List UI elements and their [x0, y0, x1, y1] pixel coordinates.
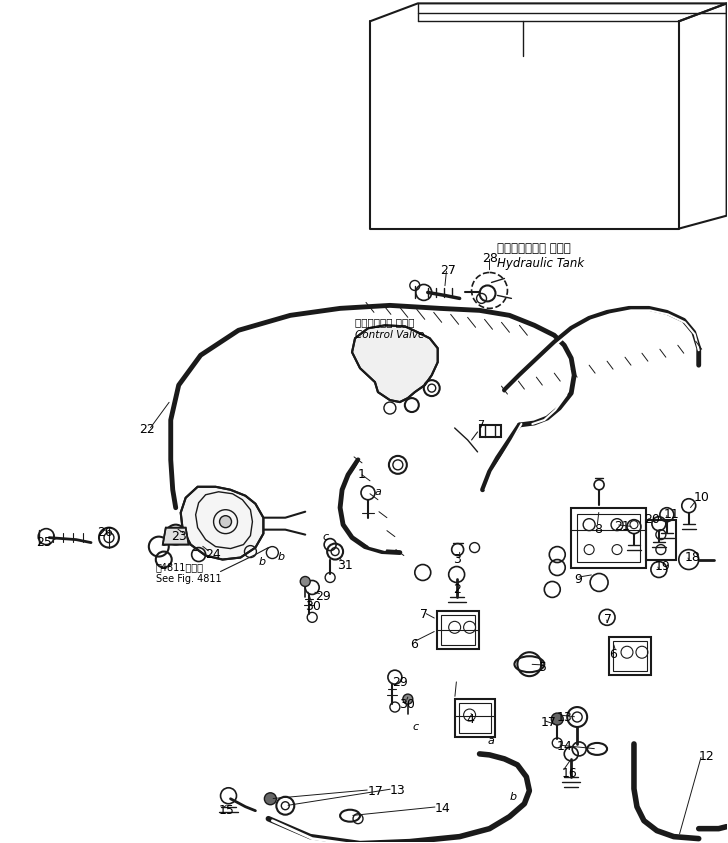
Bar	[459, 703, 491, 733]
Bar	[440, 615, 475, 645]
Text: 6: 6	[609, 647, 617, 661]
Text: ハイドロリック タンク: ハイドロリック タンク	[497, 242, 571, 255]
Text: 13: 13	[556, 711, 572, 723]
Text: 14: 14	[556, 740, 572, 754]
Text: b: b	[258, 556, 266, 566]
Bar	[613, 642, 647, 671]
Text: 10: 10	[694, 491, 710, 504]
Text: a: a	[488, 736, 494, 746]
Text: 11: 11	[664, 508, 680, 521]
Text: 14: 14	[435, 803, 451, 815]
Text: 13: 13	[390, 784, 405, 797]
Text: Control Valve: Control Valve	[355, 330, 424, 341]
Text: 28: 28	[483, 252, 499, 265]
Text: 24: 24	[205, 548, 221, 561]
Text: コントロール バルブ: コントロール バルブ	[355, 317, 414, 327]
Text: 31: 31	[337, 559, 353, 572]
Text: 3: 3	[453, 553, 461, 566]
Circle shape	[264, 792, 277, 805]
Text: 17: 17	[368, 786, 384, 798]
Text: 7: 7	[478, 420, 485, 430]
Bar	[480, 425, 502, 437]
Text: 9: 9	[574, 573, 582, 586]
Text: 26: 26	[97, 526, 113, 540]
Text: 8: 8	[594, 524, 602, 536]
Text: 15: 15	[218, 804, 234, 817]
Text: 2: 2	[453, 583, 461, 596]
Text: 4: 4	[467, 712, 475, 726]
Polygon shape	[352, 325, 438, 402]
Text: 30: 30	[305, 600, 321, 613]
Bar	[577, 513, 640, 561]
Circle shape	[300, 577, 310, 587]
Text: 23: 23	[171, 530, 186, 543]
Text: 25: 25	[36, 536, 52, 549]
Polygon shape	[163, 528, 189, 545]
Text: Hydraulic Tank: Hydraulic Tank	[497, 257, 585, 270]
Text: 7: 7	[420, 608, 428, 620]
Text: 16: 16	[561, 767, 577, 781]
Bar	[437, 611, 478, 649]
Text: 29: 29	[392, 675, 408, 689]
Text: 22: 22	[139, 423, 154, 437]
Bar	[455, 699, 494, 737]
Text: 19: 19	[655, 560, 670, 573]
Text: 18: 18	[685, 551, 700, 564]
Bar	[571, 507, 646, 567]
Text: b: b	[510, 792, 517, 802]
Bar	[646, 519, 676, 560]
Text: 20: 20	[644, 513, 660, 526]
Circle shape	[551, 713, 563, 725]
Text: 1: 1	[358, 469, 366, 481]
Text: a: a	[375, 486, 381, 497]
Circle shape	[220, 516, 232, 528]
Text: 12: 12	[699, 750, 714, 764]
Circle shape	[403, 694, 413, 704]
Text: c: c	[323, 532, 328, 541]
Text: 21: 21	[614, 520, 630, 533]
Polygon shape	[181, 486, 264, 560]
Text: 第4811図参照: 第4811図参照	[156, 562, 204, 572]
Text: 6: 6	[410, 638, 418, 651]
Text: 27: 27	[440, 264, 456, 277]
Text: b: b	[277, 551, 285, 561]
Text: See Fig. 4811: See Fig. 4811	[156, 574, 221, 584]
Text: 30: 30	[399, 697, 415, 711]
Text: 17: 17	[540, 716, 556, 728]
Text: 5: 5	[539, 661, 547, 674]
Text: 7: 7	[604, 613, 612, 626]
Text: 29: 29	[315, 590, 331, 603]
Bar	[609, 637, 651, 675]
Text: c: c	[413, 722, 419, 732]
